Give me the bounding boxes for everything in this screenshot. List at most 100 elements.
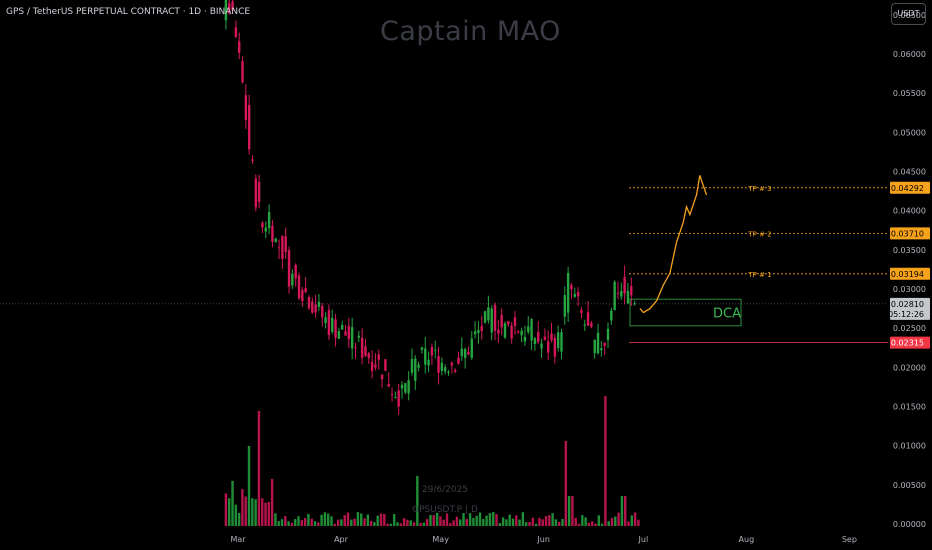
candle-body (304, 288, 307, 293)
candle-body (487, 307, 490, 321)
volume-bar (614, 516, 617, 526)
y-tick-label: 0.02500 (893, 324, 926, 333)
candle-body (224, 0, 228, 21)
volume-bar (287, 521, 290, 526)
candle-body (417, 364, 420, 368)
candle-body (493, 304, 497, 331)
volume-bar (330, 516, 333, 526)
candle-body (367, 353, 370, 358)
volume-bar (257, 411, 261, 526)
volume-bar (429, 514, 432, 526)
x-tick-label: Jun (536, 535, 550, 544)
symbol-watermark: GPSUSDT.P | D (412, 505, 478, 515)
x-tick-label: Aug (739, 535, 755, 544)
candle-body (434, 349, 437, 351)
candle-body (387, 383, 390, 387)
volume-bar (290, 522, 294, 526)
volume-bar (574, 517, 577, 526)
candle-body (497, 329, 500, 334)
volume-bar (251, 498, 254, 526)
y-tick-label: 0.05500 (893, 89, 926, 98)
candle-body (563, 295, 567, 317)
candle-body (453, 370, 457, 372)
volume-bar (567, 496, 571, 526)
candle-body (307, 296, 311, 309)
volume-bar (538, 517, 541, 526)
volume-bar (482, 519, 485, 526)
y-tick-label: 0.01500 (893, 403, 926, 412)
volume-bar (525, 522, 528, 526)
volume-bar (267, 501, 271, 526)
candle-body (281, 235, 284, 259)
y-tick-label: 0.00500 (893, 481, 926, 490)
volume-bar (501, 517, 505, 526)
candle-body (623, 276, 626, 294)
candle-body (537, 332, 540, 342)
candle-body (480, 326, 483, 332)
candle-body (377, 354, 380, 360)
volume-bar (396, 522, 399, 526)
current-price-tag (890, 297, 930, 320)
y-tick-label: 0.04000 (893, 207, 926, 216)
volume-bar (455, 516, 459, 526)
volume-bar (350, 519, 353, 526)
volume-bar (422, 522, 426, 526)
volume-bar (353, 518, 356, 526)
volume-bar (327, 513, 330, 526)
volume-bar (435, 512, 439, 526)
volume-bar (452, 520, 455, 526)
y-tick-label: 0.06000 (893, 50, 926, 59)
candle-body (583, 324, 586, 326)
take-profit-label: TP # 2 (747, 230, 771, 238)
candle-body (620, 290, 623, 297)
volume-bar (254, 499, 257, 526)
x-tick-label: Mar (230, 535, 246, 544)
volume-bar (630, 515, 634, 526)
volume-bar (386, 523, 389, 526)
x-tick-label: May (432, 535, 449, 544)
candle-body (277, 247, 281, 249)
candle-body (550, 333, 553, 341)
candle-body (404, 383, 407, 393)
candle-body (444, 367, 447, 372)
volume-bar (462, 513, 465, 526)
current-price-label: 0.02810 (891, 300, 924, 309)
candle-body (616, 292, 620, 294)
candle-body (600, 348, 603, 351)
candle-body (503, 323, 507, 338)
volume-bar (274, 513, 277, 526)
candle-body (543, 336, 547, 340)
candle-body (547, 341, 550, 353)
author-watermark: Captain MAO (380, 16, 561, 47)
candle-body (241, 61, 244, 83)
candle-body (510, 325, 513, 339)
volume-bar (323, 512, 327, 526)
volume-bar (495, 514, 498, 526)
volume-bar (383, 514, 386, 526)
symbol-title[interactable]: GPS / TetherUS PERPETUAL CONTRACT · 1D ·… (6, 7, 251, 17)
candle-body (251, 159, 254, 161)
volume-bar (558, 521, 561, 526)
volume-bar (310, 518, 313, 526)
candle-body (596, 332, 600, 354)
candle-body (397, 390, 400, 407)
volume-bar (264, 502, 267, 526)
y-tick-label: 0.06500 (893, 11, 926, 20)
volume-bar (492, 512, 495, 526)
candle-body (244, 95, 248, 121)
volume-bar (445, 513, 449, 526)
volume-bar (231, 480, 234, 526)
currency-button[interactable]: USDT (891, 3, 926, 25)
candle-body (430, 346, 434, 356)
y-tick-label: 0.00000 (893, 520, 926, 529)
volume-bar (551, 513, 554, 526)
price-tag-label: 0.03194 (891, 270, 924, 279)
candle-body (261, 222, 264, 228)
candle-body (477, 330, 480, 333)
volume-bar (244, 496, 247, 526)
volume-bar (488, 513, 492, 526)
candle-body (523, 336, 527, 342)
volume-bar (554, 519, 558, 526)
dca-box (629, 298, 742, 327)
